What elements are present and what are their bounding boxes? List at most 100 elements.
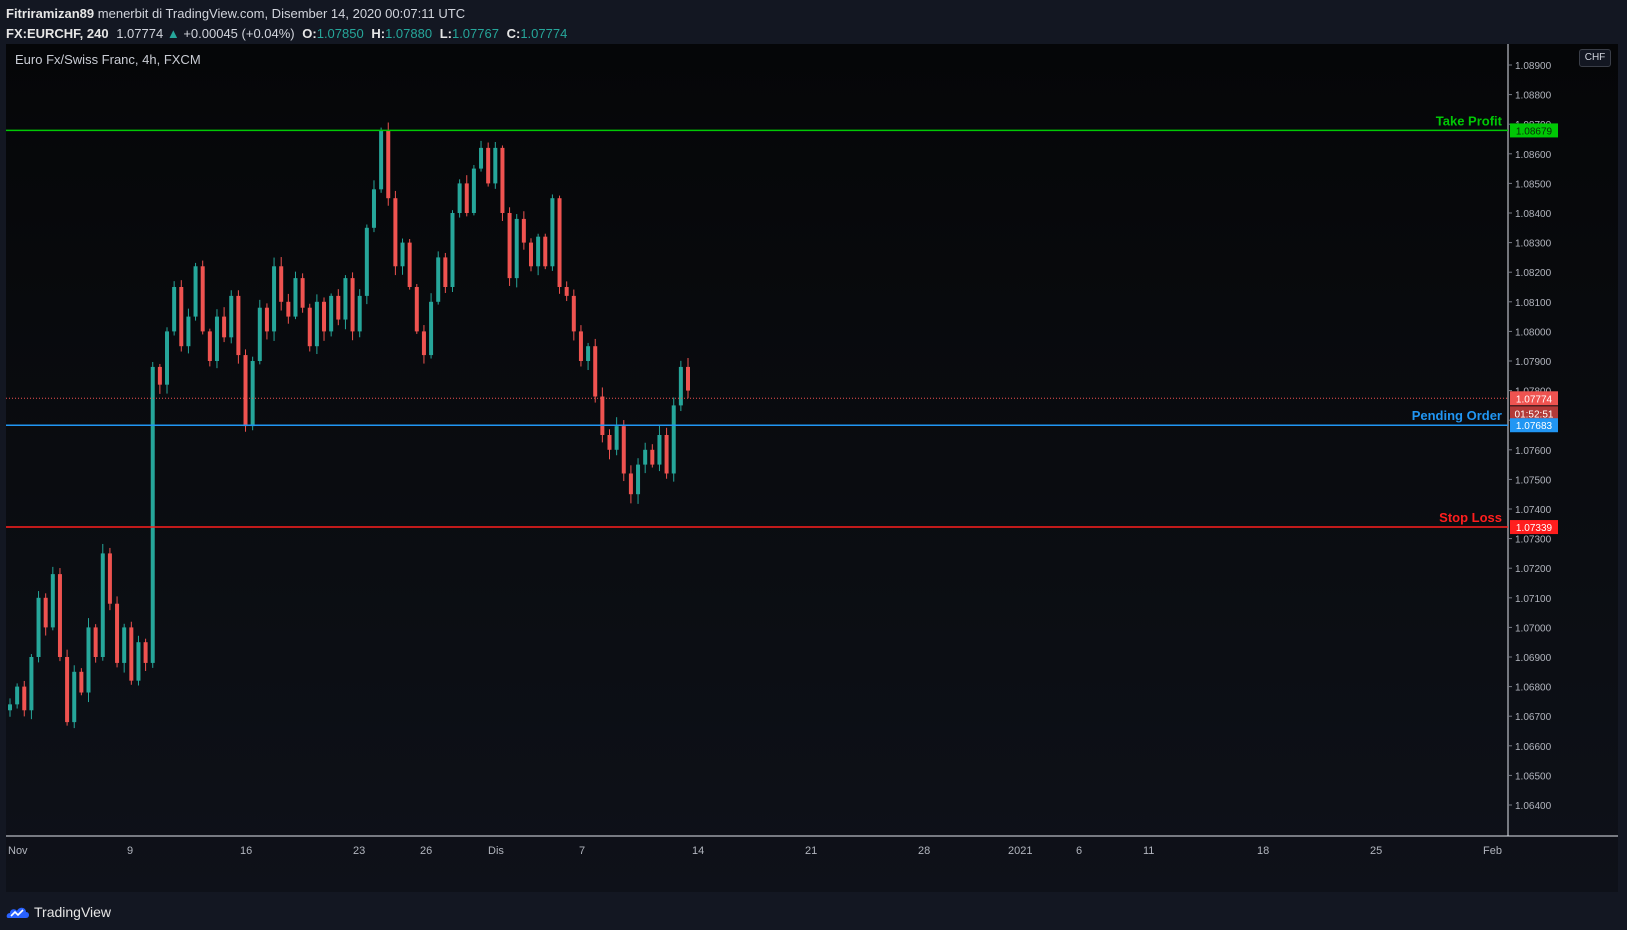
candle-body[interactable] [143, 642, 148, 663]
candle-body[interactable] [293, 278, 298, 317]
candle-body[interactable] [179, 287, 184, 347]
tradingview-cloud-icon[interactable] [6, 904, 30, 920]
candle-body[interactable] [343, 278, 348, 320]
candle-body[interactable] [307, 307, 312, 347]
candle-body[interactable] [165, 331, 170, 385]
candle-body[interactable] [643, 449, 648, 465]
candle-body[interactable] [578, 331, 583, 361]
candle-body[interactable] [257, 307, 262, 361]
candle-body[interactable] [536, 236, 541, 267]
candle-body[interactable] [521, 218, 526, 243]
candle-body[interactable] [657, 435, 662, 465]
candle-body[interactable] [464, 183, 469, 213]
candle-body[interactable] [593, 346, 598, 397]
candle-body[interactable] [571, 295, 576, 332]
candle-body[interactable] [243, 355, 248, 427]
candle-body[interactable] [43, 597, 48, 628]
candle-body[interactable] [421, 331, 426, 356]
candle-body[interactable] [671, 405, 676, 474]
candle-body[interactable] [207, 331, 212, 361]
candle-body[interactable] [150, 366, 155, 663]
candle-body[interactable] [371, 189, 376, 228]
candle-body[interactable] [450, 213, 455, 287]
candle-body[interactable] [607, 435, 612, 450]
candle-body[interactable] [550, 198, 555, 267]
candle-body[interactable] [72, 671, 77, 723]
candle-body[interactable] [314, 301, 319, 347]
candle-body[interactable] [186, 316, 191, 347]
candle-body[interactable] [336, 295, 341, 320]
candle-body[interactable] [86, 627, 91, 693]
candle-body[interactable] [393, 198, 398, 267]
candle-body[interactable] [678, 366, 683, 406]
candle-body[interactable] [564, 287, 569, 296]
candle-body[interactable] [65, 657, 70, 723]
candle-body[interactable] [115, 603, 120, 663]
candle-body[interactable] [364, 227, 369, 296]
candle-body[interactable] [264, 307, 269, 332]
candle-body[interactable] [471, 168, 476, 213]
candle-body[interactable] [300, 278, 305, 308]
candle-body[interactable] [15, 686, 20, 705]
candle-body[interactable] [36, 597, 41, 657]
candle-body[interactable] [400, 242, 405, 267]
candle-body[interactable] [322, 301, 327, 332]
candle-body[interactable] [528, 242, 533, 267]
footer-brand[interactable]: TradingView [34, 904, 112, 920]
candle-body[interactable] [664, 435, 669, 474]
candle-body[interactable] [93, 627, 98, 657]
candle-body[interactable] [172, 287, 177, 332]
candle-body[interactable] [407, 242, 412, 287]
candle-body[interactable] [600, 396, 605, 435]
candle-body[interactable] [79, 671, 84, 693]
candle-body[interactable] [22, 686, 27, 711]
candle-body[interactable] [386, 130, 391, 199]
candle-body[interactable] [493, 147, 498, 184]
candle-body[interactable] [286, 301, 291, 317]
candle-body[interactable] [500, 147, 505, 213]
candle-body[interactable] [200, 266, 205, 332]
candle-body[interactable] [50, 574, 55, 628]
symbol-label[interactable]: FX:EURCHF, 240 [6, 26, 109, 41]
candle-body[interactable] [429, 301, 434, 356]
candle-body[interactable] [479, 147, 484, 169]
candle-body[interactable] [557, 198, 562, 287]
candle-body[interactable] [379, 130, 384, 190]
candle-body[interactable] [107, 553, 112, 604]
candle-body[interactable] [586, 346, 591, 361]
candle-body[interactable] [272, 266, 277, 332]
candle-body[interactable] [57, 574, 62, 657]
chart-pane[interactable]: 1.089001.088001.087001.086001.085001.084… [6, 44, 1618, 892]
candle-body[interactable] [621, 426, 626, 474]
candle-body[interactable] [279, 266, 284, 302]
candle-body[interactable] [157, 366, 162, 385]
candle-body[interactable] [457, 183, 462, 213]
candle-body[interactable] [250, 361, 255, 427]
candle-body[interactable] [136, 642, 141, 681]
candle-body[interactable] [686, 366, 690, 391]
candle-body[interactable] [357, 295, 362, 332]
candle-body[interactable] [8, 704, 12, 711]
candle-body[interactable] [543, 236, 548, 267]
currency-badge[interactable]: CHF [1579, 49, 1611, 67]
candle-body[interactable] [122, 627, 127, 663]
candlestick-chart[interactable]: 1.089001.088001.087001.086001.085001.084… [6, 44, 1618, 892]
candle-body[interactable] [636, 464, 641, 495]
author-name[interactable]: Fitriramizan89 [6, 6, 95, 21]
candle-body[interactable] [29, 657, 34, 711]
candle-body[interactable] [214, 316, 219, 361]
candle-body[interactable] [486, 147, 491, 184]
candle-body[interactable] [229, 295, 234, 338]
candle-body[interactable] [193, 266, 198, 317]
candle-body[interactable] [514, 218, 519, 279]
candle-body[interactable] [414, 287, 419, 332]
candle-body[interactable] [236, 295, 241, 356]
candle-body[interactable] [100, 553, 105, 657]
candle-body[interactable] [436, 257, 441, 302]
candle-body[interactable] [650, 449, 655, 465]
candle-body[interactable] [350, 278, 355, 332]
candle-body[interactable] [129, 627, 134, 681]
candle-body[interactable] [614, 426, 619, 450]
candle-body[interactable] [443, 257, 448, 287]
candle-body[interactable] [507, 213, 512, 279]
